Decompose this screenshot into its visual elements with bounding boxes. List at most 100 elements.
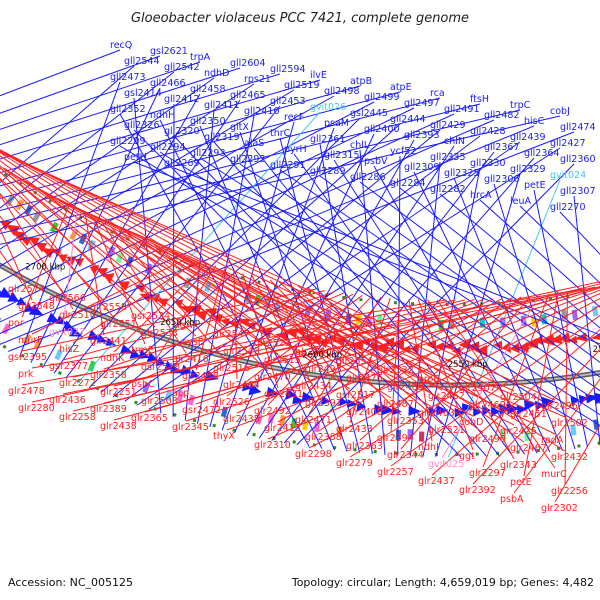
leader-line <box>297 285 525 443</box>
leader-line <box>0 85 361 187</box>
forward-gene-arrow <box>105 337 117 346</box>
leader-line <box>277 297 503 423</box>
forward-gene-label: gll2360 <box>560 154 596 165</box>
leader-line <box>144 292 344 379</box>
reverse-gene-label: trmE <box>131 345 154 356</box>
forward-gene-arrow <box>97 334 108 343</box>
forward-gene-arrow <box>189 369 200 379</box>
reverse-gene-label: glr2554 <box>336 356 373 367</box>
leader-line <box>513 378 600 494</box>
reverse-gene-label: glr2437 <box>418 476 455 487</box>
reverse-gene-label: gvit027 <box>49 327 85 338</box>
leader-line <box>0 89 295 267</box>
reverse-gene-label: glr2521 <box>428 425 465 436</box>
reverse-gene-label: glr2413 <box>264 423 301 434</box>
forward-gene-label: atpE <box>390 82 412 93</box>
reverse-gene-label: murC <box>541 469 567 480</box>
reverse-gene-label: murF <box>18 335 43 346</box>
leader-line <box>127 233 310 381</box>
forward-gene-label: gll2352 <box>110 104 146 115</box>
leader-line <box>359 149 386 455</box>
forward-gene-label: gll2453 <box>270 96 306 107</box>
reverse-gene-arrow <box>40 247 55 259</box>
leader-line <box>72 299 456 378</box>
leader-line <box>0 160 228 329</box>
accession-label: Accession: NC_005125 <box>8 576 133 589</box>
leader-line <box>453 177 563 451</box>
leader-line <box>0 55 161 114</box>
forward-gene-label: gll2604 <box>230 58 266 69</box>
leader-line <box>279 169 600 392</box>
scale-label: 2650 kbp <box>160 318 200 328</box>
reverse-gene-label: gsr2534 <box>131 311 170 322</box>
leader-line <box>435 173 521 458</box>
forward-gene-label: gll2319 <box>204 132 240 143</box>
reverse-gene-arrow <box>568 335 578 344</box>
cog-block-outer <box>418 431 425 442</box>
reverse-gene-label: glr2391 <box>305 398 342 409</box>
reverse-gene-label: radA <box>541 435 564 446</box>
forward-gene-label: gll2309 <box>404 162 440 173</box>
reverse-gene-label: glr2435 <box>223 414 260 425</box>
leader-line <box>72 259 199 344</box>
forward-gene-arrow <box>301 391 316 403</box>
reverse-gene-arrow <box>103 273 115 284</box>
reverse-gene-label: glr2279 <box>336 458 373 469</box>
forward-gene-label: gll2465 <box>230 90 266 101</box>
reverse-gene-label: gvit025 <box>428 459 464 470</box>
leader-line <box>60 201 566 418</box>
leader-line <box>195 268 226 371</box>
outer-tick <box>57 371 62 375</box>
reverse-gene-label: glr2451 <box>510 409 547 420</box>
forward-gene-label: gll2307 <box>560 186 596 197</box>
reverse-gene-label: glr2476 <box>346 373 383 384</box>
leader-line <box>427 299 515 460</box>
leader-line <box>103 291 335 370</box>
scale-label: 2600 kbp <box>302 351 342 361</box>
leader-line <box>153 244 433 408</box>
forward-gene-arrow <box>7 291 20 302</box>
reverse-gene-label: glr2345 <box>172 422 209 433</box>
leader-line <box>260 277 361 407</box>
leader-line <box>436 299 556 469</box>
reverse-gene-label: glr2478 <box>8 386 45 397</box>
forward-gene-label: petH <box>124 152 147 163</box>
cog-block-outer <box>267 412 275 424</box>
leader-line <box>0 150 351 356</box>
outer-tick <box>20 353 25 358</box>
forward-gene-label: gll2330 <box>470 158 506 169</box>
scale-label: 2700 kbp <box>25 262 65 272</box>
leader-line <box>417 299 474 451</box>
forward-gene-label: gll2293 <box>190 148 226 159</box>
leader-line <box>482 293 550 468</box>
forward-gene-label: gsl2414 <box>124 88 162 99</box>
leader-line <box>349 304 600 458</box>
reverse-gene-arrow <box>212 314 223 323</box>
outer-tick <box>232 428 236 433</box>
leader-line <box>493 183 576 450</box>
reverse-gene-label: cysE <box>182 337 204 348</box>
leader-line <box>0 194 74 310</box>
forward-gene-label: gll2542 <box>164 62 200 73</box>
reverse-gene-arrow <box>590 331 600 341</box>
reverse-gene-label: glr2516 <box>213 363 250 374</box>
forward-gene-arrow <box>119 344 134 354</box>
forward-gene-label: gll2498 <box>324 86 360 97</box>
cog-block-outer <box>279 414 286 426</box>
reverse-gene-label: glr2493 <box>305 364 342 375</box>
reverse-gene-label: glr2510 <box>59 310 96 321</box>
reverse-gene-arrow <box>18 236 32 246</box>
forward-gene-label: gll2412 <box>164 94 200 105</box>
leader-line <box>472 348 600 485</box>
leader-line <box>72 283 600 412</box>
leader-line <box>133 129 462 458</box>
forward-gene-label: gll2428 <box>470 126 506 137</box>
forward-gene-label: gvit024 <box>550 170 586 181</box>
reverse-gene-label: glr2425 <box>500 426 537 437</box>
leader-line <box>119 145 600 437</box>
reverse-gene-label: glr2297 <box>469 468 506 479</box>
forward-gene-label: gll2326 <box>124 120 160 131</box>
reverse-gene-label: glr2392 <box>459 485 496 496</box>
leader-line <box>100 123 401 393</box>
leader-line <box>226 289 600 431</box>
